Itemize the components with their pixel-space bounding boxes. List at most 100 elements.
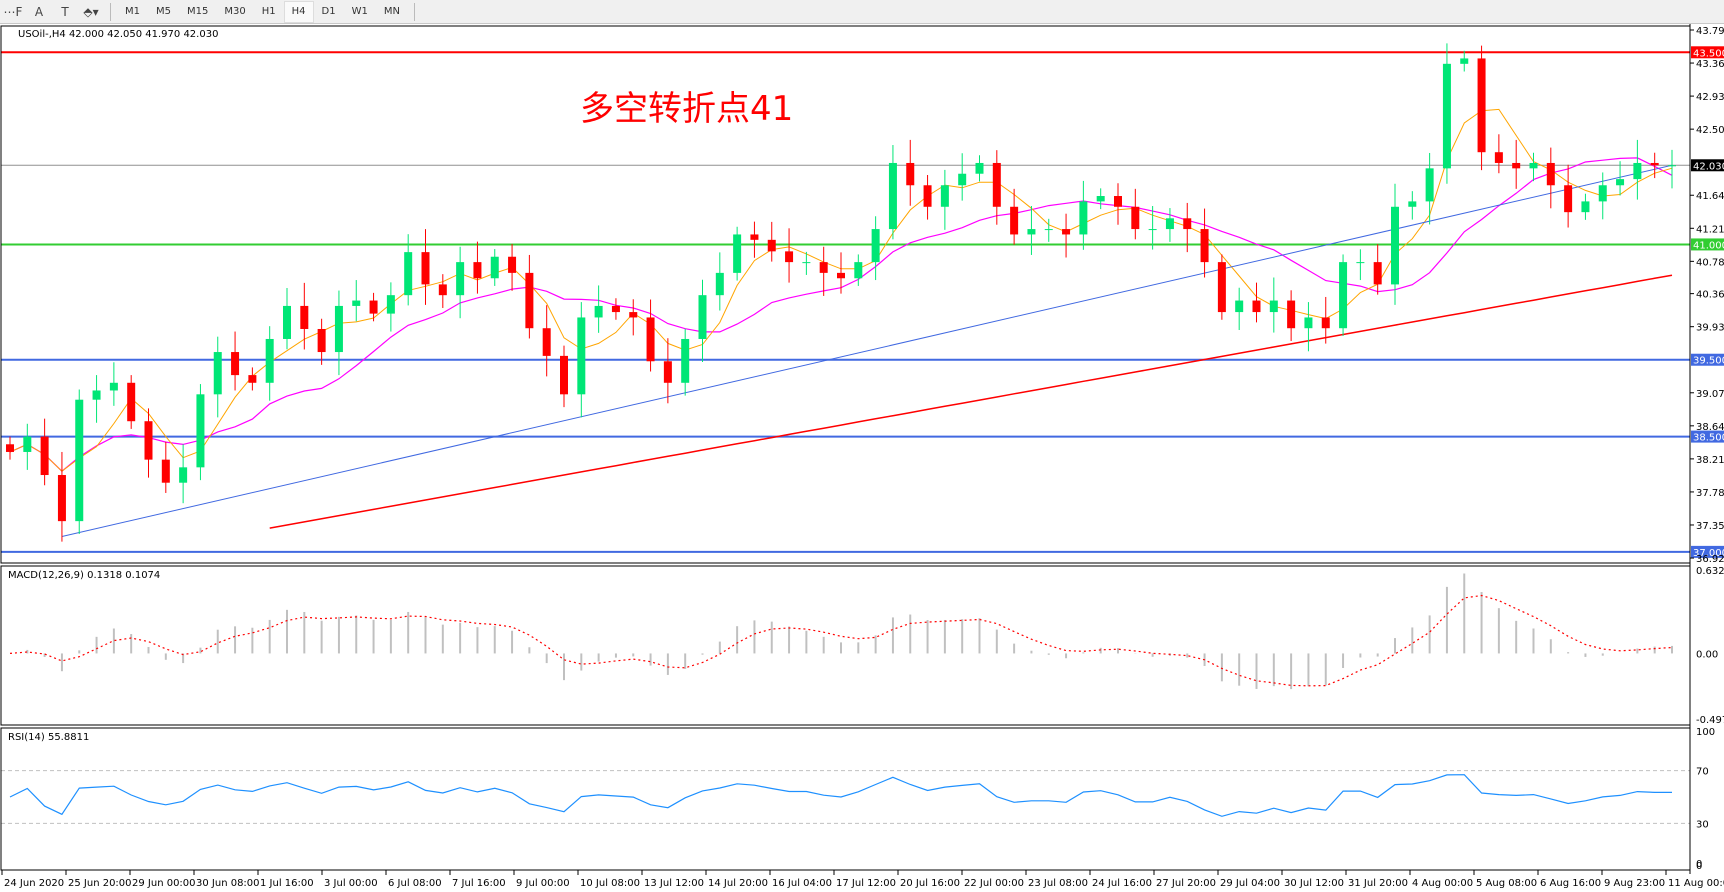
candle	[23, 423, 32, 470]
candle-body	[75, 399, 84, 522]
candle-body	[40, 436, 49, 476]
candle	[1546, 147, 1555, 209]
timeframe-d1[interactable]: D1	[321, 6, 336, 17]
price-tick-label: 43.790	[1696, 26, 1724, 37]
timeframe-m30[interactable]: M30	[224, 6, 246, 17]
timeframe-m15[interactable]: M15	[187, 6, 209, 17]
candle-body	[1062, 229, 1071, 235]
candle	[940, 169, 949, 230]
date-tick-label: 5 Aug 08:00	[1476, 878, 1537, 889]
candle	[1010, 188, 1019, 245]
timeframe-m1[interactable]: M1	[125, 6, 140, 17]
candle	[1598, 172, 1607, 220]
candle	[369, 292, 378, 322]
candle	[1373, 244, 1382, 295]
rsi-axis-label: 0	[1696, 859, 1702, 870]
shapes-icon[interactable]: ⬘▾	[83, 4, 99, 19]
timeframe-h4[interactable]: H4	[283, 0, 314, 23]
rsi-axis-label: 70	[1696, 767, 1709, 778]
candle-body	[698, 295, 707, 339]
period-separator-icon[interactable]: ⋯F	[3, 4, 23, 19]
trend-line	[61, 164, 1673, 537]
date-tick-label: 30 Jun 08:00	[196, 878, 260, 889]
date-tick-label: 30 Jul 12:00	[1284, 878, 1344, 889]
candle	[421, 229, 430, 305]
price-tick-label: 42.500	[1696, 125, 1724, 136]
candle	[109, 362, 118, 406]
rsi-axis-label: 0	[1696, 861, 1702, 872]
candle-body	[456, 262, 465, 296]
candle	[1165, 208, 1174, 242]
price-tick-label: 38.640	[1696, 422, 1724, 433]
date-tick-label: 7 Jul 16:00	[452, 878, 506, 889]
candle	[888, 145, 897, 240]
candle-body	[438, 284, 447, 296]
text-label-icon[interactable]: A	[34, 4, 44, 19]
candle	[594, 285, 603, 333]
candle-body	[334, 305, 343, 353]
candle-body	[92, 390, 101, 400]
candle-body	[1217, 262, 1226, 313]
candle-body	[265, 338, 274, 383]
timeframe-w1[interactable]: W1	[351, 6, 368, 17]
candle	[352, 280, 361, 322]
candle	[975, 155, 984, 182]
candle-body	[629, 312, 638, 318]
candle-body	[1529, 162, 1538, 169]
candle-body	[386, 295, 395, 314]
timeframe-mn[interactable]: MN	[383, 6, 400, 17]
price-tick-label: 43.360	[1696, 59, 1724, 70]
candle	[992, 150, 1001, 225]
chart-window[interactable]: USOil-,H4 42.000 42.050 41.970 42.030 多空…	[0, 24, 1724, 892]
date-tick-label: 6 Jul 08:00	[388, 878, 442, 889]
timeframe-m5[interactable]: M5	[156, 6, 171, 17]
candle-body	[1564, 185, 1573, 213]
date-tick-label: 24 Jun 2020	[4, 878, 64, 889]
ma-slow-line	[269, 274, 1673, 529]
price-tick-label: 40.360	[1696, 290, 1724, 301]
candle	[386, 282, 395, 332]
candle-body	[1598, 185, 1607, 202]
annotation-text[interactable]: 多空转折点41	[580, 89, 793, 129]
level-price-tag	[1691, 238, 1724, 251]
candle	[317, 318, 326, 365]
candle-body	[940, 185, 949, 207]
candle-body	[231, 352, 240, 376]
macd-panel-frame	[0, 565, 1691, 726]
date-tick-label: 3 Jul 00:00	[324, 878, 378, 889]
candle-body	[992, 162, 1001, 207]
candle	[681, 328, 690, 396]
ma-mid-line	[9, 157, 1673, 473]
level-price-label: 38.500	[1693, 433, 1724, 444]
candle-body	[1183, 218, 1192, 230]
candle-body	[733, 234, 742, 273]
price-tick-label: 38.210	[1696, 455, 1724, 466]
candle	[283, 287, 291, 350]
candle-body	[300, 305, 309, 329]
candle	[1079, 180, 1088, 250]
candle-body	[248, 375, 257, 383]
candle-body	[888, 162, 897, 230]
text-box-icon[interactable]: T	[61, 4, 69, 19]
candle-body	[646, 317, 655, 362]
price-tick-label: 39.070	[1696, 389, 1724, 400]
candle-body	[1512, 162, 1521, 169]
candle-body	[404, 252, 413, 296]
candle	[75, 389, 84, 534]
rsi-label: RSI(14) 55.8811	[8, 732, 89, 743]
candle-body	[785, 251, 794, 263]
candle-body	[837, 272, 845, 279]
date-tick-label: 4 Aug 00:00	[1412, 878, 1473, 889]
level-price-tag	[1691, 430, 1724, 443]
candle-body	[1581, 201, 1590, 213]
candle-body	[352, 300, 361, 306]
candle	[1339, 254, 1348, 336]
candle	[750, 221, 759, 258]
candle-body	[1616, 179, 1625, 186]
timeframe-h1[interactable]: H1	[261, 6, 276, 17]
candle-body	[681, 338, 690, 383]
candle-body	[1269, 300, 1278, 313]
rsi-axis-label: 30	[1696, 819, 1709, 830]
candle-body	[179, 467, 188, 483]
level-price-label: 37.000	[1693, 548, 1724, 559]
